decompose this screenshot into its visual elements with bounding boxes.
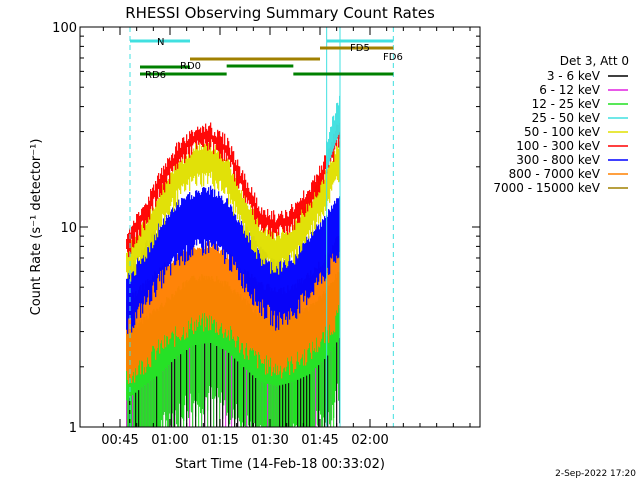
annotation-label: FD5 [350, 43, 370, 54]
annotation-label: RD6 [145, 70, 166, 81]
x-axis-label: Start Time (14-Feb-18 00:33:02) [175, 457, 385, 472]
footer-date: 2-Sep-2022 17:20 [555, 469, 636, 479]
series-band-blue [126, 185, 341, 334]
legend-header: Det 3, Att 0 [560, 54, 629, 68]
annotation-layer: N FD5 FD6 RD0 RD6 [129, 27, 403, 427]
annotation-label: N [157, 37, 164, 48]
x-tick-label: 01:30 [251, 433, 288, 448]
series-band-cyan [326, 95, 341, 173]
legend-label: 800 - 7000 keV [509, 167, 601, 181]
legend-label: 100 - 300 keV [516, 139, 600, 153]
legend-label: 3 - 6 keV [547, 69, 601, 83]
legend-label: 50 - 100 keV [524, 125, 601, 139]
series-spikes [126, 338, 341, 427]
legend-label: 12 - 25 keV [532, 97, 601, 111]
chart-title: RHESSI Observing Summary Count Rates [125, 4, 435, 22]
y-tick-label: 100 [52, 21, 77, 36]
legend-label: 7000 - 15000 keV [493, 181, 600, 195]
series-band-yellow [126, 140, 341, 282]
data-layer [126, 95, 341, 427]
y-tick-label: 10 [60, 221, 77, 236]
y-axis-label: Count Rate (s⁻¹ detector⁻¹) [29, 139, 44, 316]
legend-label: 6 - 12 keV [539, 83, 601, 97]
legend-label: 25 - 50 keV [532, 111, 601, 125]
x-tick-label: 01:45 [301, 433, 338, 448]
legend-label: 300 - 800 keV [516, 153, 600, 167]
x-tick-label: 02:00 [351, 433, 388, 448]
y-tick-label: 1 [69, 421, 77, 436]
annotation-label: RD0 [180, 61, 201, 72]
axis-layer: 1 10 100 00:45 01:00 01:15 01:30 01:45 02:00 [52, 21, 480, 448]
x-tick-label: 00:45 [101, 433, 138, 448]
annotation-label: FD6 [383, 52, 403, 63]
x-tick-label: 01:15 [201, 433, 238, 448]
x-tick-label: 01:00 [151, 433, 188, 448]
